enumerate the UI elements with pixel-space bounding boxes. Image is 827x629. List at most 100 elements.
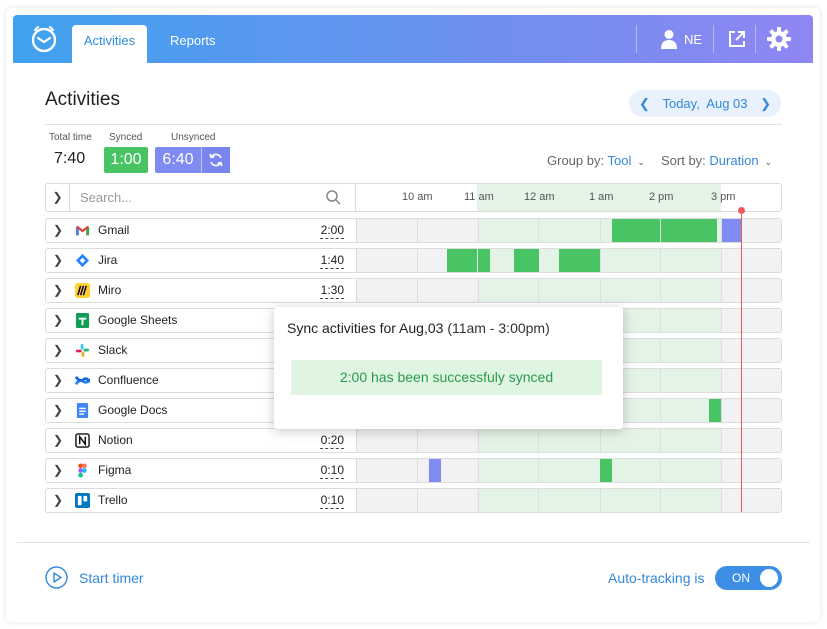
activity-timeline <box>356 459 781 482</box>
expand-row-button[interactable]: ❯ <box>52 493 64 507</box>
tab-activities[interactable]: Activities <box>72 25 147 63</box>
expand-row-button[interactable]: ❯ <box>52 433 64 447</box>
tool-duration[interactable]: 0:10 <box>320 463 344 479</box>
grid-line <box>538 279 539 302</box>
unsynced-label: Unsynced <box>171 132 216 143</box>
chevron-right-icon[interactable]: ❯ <box>760 95 771 111</box>
trello-icon <box>75 493 90 508</box>
grid-line <box>660 279 661 302</box>
synced-label: Synced <box>109 132 143 143</box>
date-selector[interactable]: ❮ Today, Aug 03 ❯ <box>629 90 781 117</box>
grid-line <box>417 219 418 242</box>
tool-duration[interactable]: 0:20 <box>320 433 344 449</box>
tool-duration[interactable]: 0:10 <box>320 493 344 509</box>
grid-line <box>660 309 661 332</box>
chevron-left-icon[interactable]: ❮ <box>639 95 650 111</box>
activity-row-trello[interactable]: ❯ Trello 0:10 <box>45 488 782 513</box>
grid-line <box>721 459 722 482</box>
sync-range-highlight <box>477 459 721 482</box>
activity-timeline <box>356 279 781 302</box>
activity-row-figma[interactable]: ❯ Figma 0:10 <box>45 458 782 483</box>
grid-line <box>721 309 722 332</box>
activity-timeline <box>356 429 781 452</box>
synced-activity-bar[interactable] <box>612 219 660 242</box>
grid-line <box>478 219 479 242</box>
activity-row-gmail[interactable]: ❯ Gmail 2:00 <box>45 218 782 243</box>
activity-row-miro[interactable]: ❯ Miro 1:30 <box>45 278 782 303</box>
group-by-select[interactable]: Group by: Tool ⌄ <box>547 153 645 168</box>
activity-timeline <box>356 249 781 272</box>
total-time-value: 7:40 <box>54 150 86 167</box>
timeline-header: ❯ Search... 10 am 11 am 12 am 1 am 2 pm … <box>45 183 782 212</box>
activity-row-jira[interactable]: ❯ Jira 1:40 <box>45 248 782 273</box>
expand-row-button[interactable]: ❯ <box>52 223 64 237</box>
miro-icon <box>75 283 90 298</box>
grid-line <box>417 279 418 302</box>
slack-icon <box>75 343 90 358</box>
grid-line <box>660 489 661 512</box>
sync-button[interactable] <box>201 147 230 173</box>
user-icon <box>661 30 677 49</box>
external-link-icon[interactable] <box>726 28 748 50</box>
confluence-icon <box>74 373 91 388</box>
popup-title-text: Sync activities for Aug,03 <box>287 320 444 336</box>
sort-by-select[interactable]: Sort by: Duration ⌄ <box>661 153 772 168</box>
search-icon[interactable] <box>326 190 341 205</box>
clock-logo-icon[interactable] <box>29 24 59 54</box>
synced-activity-bar[interactable] <box>709 399 721 422</box>
expand-row-button[interactable]: ❯ <box>52 253 64 267</box>
start-timer-button[interactable]: Start timer <box>45 566 144 589</box>
gmail-icon <box>75 223 90 238</box>
unsynced-activity-bar[interactable] <box>722 219 742 242</box>
expand-all-button[interactable]: ❯ <box>46 184 70 211</box>
tool-duration[interactable]: 2:00 <box>320 223 344 239</box>
chevron-down-icon: ⌄ <box>764 157 773 167</box>
expand-row-button[interactable]: ❯ <box>52 313 64 327</box>
search-placeholder: Search... <box>80 190 133 205</box>
date-label: Today, Aug 03 <box>662 96 748 111</box>
synced-badge: 1:00 <box>104 147 148 173</box>
sync-range-highlight <box>477 184 721 211</box>
grid-line <box>660 369 661 392</box>
divider <box>17 542 810 543</box>
grid-line <box>721 399 722 422</box>
search-input[interactable]: Search... <box>70 184 356 211</box>
expand-row-button[interactable]: ❯ <box>52 343 64 357</box>
auto-tracking-toggle[interactable]: ON <box>715 566 782 590</box>
grid-line <box>417 429 418 452</box>
grid-line <box>721 369 722 392</box>
unsynced-value: 6:40 <box>162 151 194 168</box>
tool-duration[interactable]: 1:30 <box>320 283 344 299</box>
grid-line <box>478 429 479 452</box>
grid-line <box>417 459 418 482</box>
expand-row-button[interactable]: ❯ <box>52 373 64 387</box>
grid-line <box>600 219 601 242</box>
expand-row-button[interactable]: ❯ <box>52 463 64 477</box>
google-sheets-icon <box>75 313 90 328</box>
tab-reports[interactable]: Reports <box>170 33 216 48</box>
synced-activity-bar[interactable] <box>447 249 477 272</box>
synced-activity-bar[interactable] <box>600 459 612 482</box>
synced-activity-bar[interactable] <box>559 249 600 272</box>
popup-title: Sync activities for Aug,03 (11am - 3:00p… <box>287 320 550 336</box>
grid-line <box>600 429 601 452</box>
tool-name: Google Docs <box>98 403 168 417</box>
expand-row-button[interactable]: ❯ <box>52 403 64 417</box>
grid-line <box>600 279 601 302</box>
current-time-line <box>741 210 742 512</box>
hour-label: 1 am <box>589 191 614 203</box>
gear-icon[interactable] <box>766 26 792 52</box>
expand-row-button[interactable]: ❯ <box>52 283 64 297</box>
tool-duration[interactable]: 1:40 <box>320 253 344 269</box>
synced-activity-bar[interactable] <box>514 249 539 272</box>
tool-name: Figma <box>98 463 132 477</box>
synced-activity-bar[interactable] <box>478 249 490 272</box>
top-bar: Activities Reports NE <box>13 15 813 63</box>
synced-activity-bar[interactable] <box>661 219 717 242</box>
notion-icon <box>75 433 90 448</box>
grid-line <box>417 489 418 512</box>
grid-line <box>538 459 539 482</box>
unsynced-activity-bar[interactable] <box>429 459 441 482</box>
user-menu[interactable]: NE <box>661 27 702 51</box>
activity-row-notion[interactable]: ❯ Notion 0:20 <box>45 428 782 453</box>
